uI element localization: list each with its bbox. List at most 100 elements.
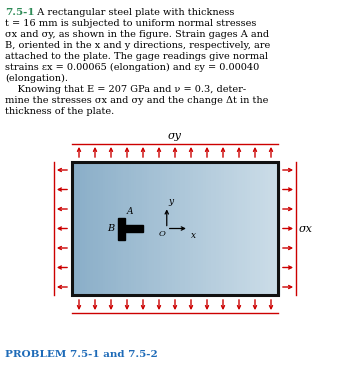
Bar — [224, 162, 227, 295]
Text: B: B — [107, 224, 114, 233]
Bar — [193, 162, 196, 295]
Bar — [124, 162, 127, 295]
Text: B, oriented in the x and y directions, respectively, are: B, oriented in the x and y directions, r… — [5, 41, 270, 50]
Bar — [165, 162, 168, 295]
Bar — [191, 162, 194, 295]
Bar — [178, 162, 181, 295]
Bar — [252, 162, 256, 295]
Bar — [206, 162, 209, 295]
Bar — [268, 162, 271, 295]
Bar — [136, 162, 140, 295]
Bar — [90, 162, 93, 295]
Bar — [72, 162, 278, 295]
Text: (elongation).: (elongation). — [5, 74, 68, 83]
Bar — [80, 162, 83, 295]
Bar — [216, 162, 220, 295]
Bar — [118, 162, 122, 295]
Bar — [85, 162, 88, 295]
Bar — [75, 162, 78, 295]
Bar — [129, 162, 132, 295]
Bar — [221, 162, 225, 295]
Bar — [154, 162, 158, 295]
Bar — [149, 162, 153, 295]
Bar — [160, 162, 163, 295]
Bar — [234, 162, 238, 295]
Bar — [131, 162, 135, 295]
Bar — [188, 162, 191, 295]
Bar — [242, 162, 245, 295]
Text: attached to the plate. The gage readings give normal: attached to the plate. The gage readings… — [5, 52, 268, 61]
Bar — [250, 162, 253, 295]
Text: A rectangular steel plate with thickness: A rectangular steel plate with thickness — [31, 8, 234, 17]
Bar — [126, 162, 129, 295]
Text: strains εx = 0.00065 (elongation) and εy = 0.00040: strains εx = 0.00065 (elongation) and εy… — [5, 63, 259, 72]
Bar — [152, 162, 155, 295]
Bar — [157, 162, 160, 295]
Bar — [180, 162, 184, 295]
Bar — [219, 162, 222, 295]
Bar — [257, 162, 261, 295]
Bar — [108, 162, 111, 295]
Text: mine the stresses σx and σy and the change Δt in the: mine the stresses σx and σy and the chan… — [5, 96, 268, 105]
Bar — [260, 162, 263, 295]
Bar — [183, 162, 186, 295]
Bar — [111, 162, 114, 295]
Bar — [170, 162, 173, 295]
Text: x: x — [191, 231, 196, 239]
Bar — [93, 162, 96, 295]
Bar — [134, 162, 137, 295]
Text: y: y — [169, 197, 174, 205]
Bar — [95, 162, 99, 295]
Bar — [100, 162, 104, 295]
Bar — [87, 162, 91, 295]
Bar — [125, 225, 143, 232]
Bar — [276, 162, 279, 295]
Bar — [237, 162, 240, 295]
Bar — [209, 162, 212, 295]
Bar — [263, 162, 266, 295]
Bar — [185, 162, 189, 295]
Text: σx: σx — [299, 224, 313, 234]
Bar — [211, 162, 214, 295]
Bar — [82, 162, 86, 295]
Bar — [72, 162, 75, 295]
Bar — [198, 162, 202, 295]
Bar — [265, 162, 269, 295]
Bar — [98, 162, 101, 295]
Text: 7.5-1: 7.5-1 — [5, 8, 35, 17]
Bar — [162, 162, 166, 295]
Bar — [144, 162, 147, 295]
Text: A: A — [127, 208, 134, 217]
Text: PROBLEM 7.5-1 and 7.5-2: PROBLEM 7.5-1 and 7.5-2 — [5, 350, 158, 359]
Bar — [232, 162, 235, 295]
Bar — [239, 162, 243, 295]
Bar — [118, 217, 125, 239]
Bar — [175, 162, 178, 295]
Bar — [121, 162, 124, 295]
Bar — [142, 162, 145, 295]
Bar — [201, 162, 204, 295]
Text: O: O — [159, 231, 166, 239]
Text: σy: σy — [168, 131, 182, 141]
Text: thickness of the plate.: thickness of the plate. — [5, 107, 114, 116]
Bar — [270, 162, 274, 295]
Bar — [273, 162, 276, 295]
Text: t = 16 mm is subjected to uniform normal stresses: t = 16 mm is subjected to uniform normal… — [5, 19, 256, 28]
Bar — [245, 162, 248, 295]
Bar — [139, 162, 142, 295]
Bar — [214, 162, 217, 295]
Bar — [147, 162, 150, 295]
Text: σx and σy, as shown in the figure. Strain gages A and: σx and σy, as shown in the figure. Strai… — [5, 30, 269, 39]
Bar — [105, 162, 109, 295]
Bar — [167, 162, 171, 295]
Bar — [227, 162, 230, 295]
Bar — [255, 162, 258, 295]
Bar — [116, 162, 119, 295]
Bar — [77, 162, 81, 295]
Bar — [172, 162, 176, 295]
Bar — [247, 162, 251, 295]
Text: Knowing that E = 207 GPa and ν = 0.3, deter-: Knowing that E = 207 GPa and ν = 0.3, de… — [5, 85, 246, 94]
Bar — [229, 162, 232, 295]
Bar — [203, 162, 207, 295]
Bar — [113, 162, 117, 295]
